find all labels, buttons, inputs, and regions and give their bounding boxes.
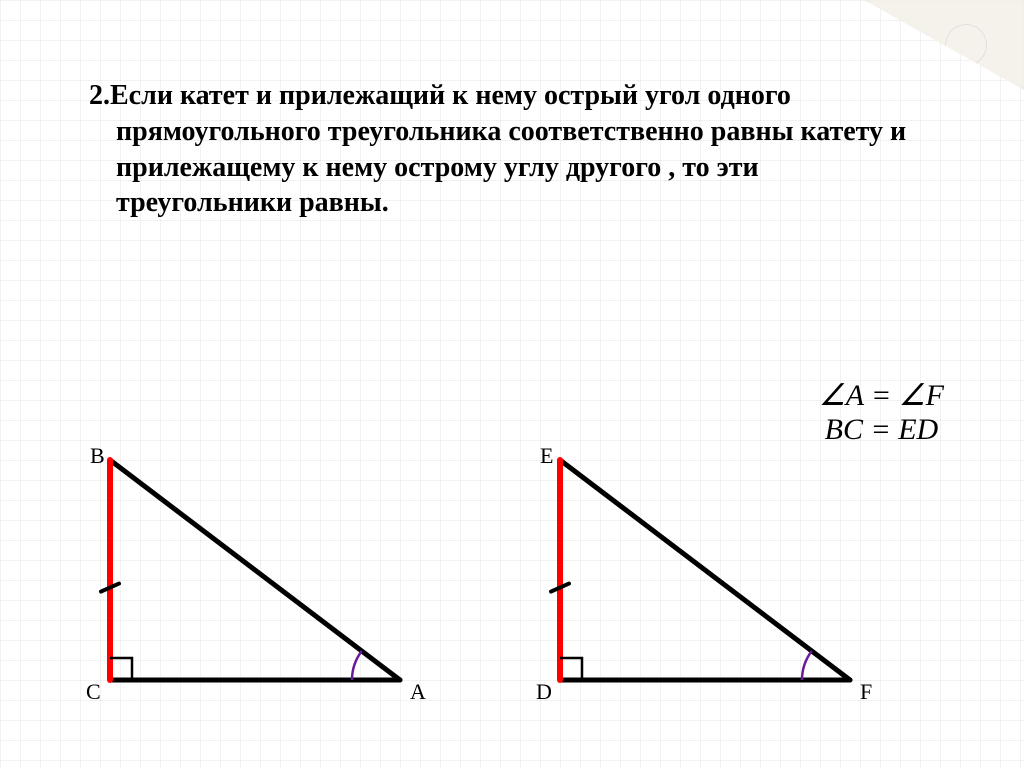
triangle-bca (70, 450, 430, 710)
equations-block: ∠A = ∠F BC = ED (819, 378, 944, 447)
equation-sides: BC = ED (819, 413, 944, 447)
vertex-label-C: C (86, 679, 101, 705)
content-area: 2.Если катет и прилежащий к нему острый … (0, 0, 1024, 221)
theorem-number: 2. (89, 80, 110, 111)
triangle-edf (520, 450, 880, 710)
theorem-body: Если катет и прилежащий к нему острый уг… (110, 80, 906, 218)
diagram-area: BCAEDF (0, 450, 1024, 750)
equation-angles: ∠A = ∠F (819, 378, 944, 413)
vertex-label-A: A (410, 679, 426, 705)
vertex-label-E: E (540, 443, 553, 469)
vertex-label-F: F (860, 679, 872, 705)
theorem-text: 2.Если катет и прилежащий к нему острый … (62, 78, 922, 221)
vertex-label-D: D (536, 679, 552, 705)
vertex-label-B: B (90, 443, 105, 469)
